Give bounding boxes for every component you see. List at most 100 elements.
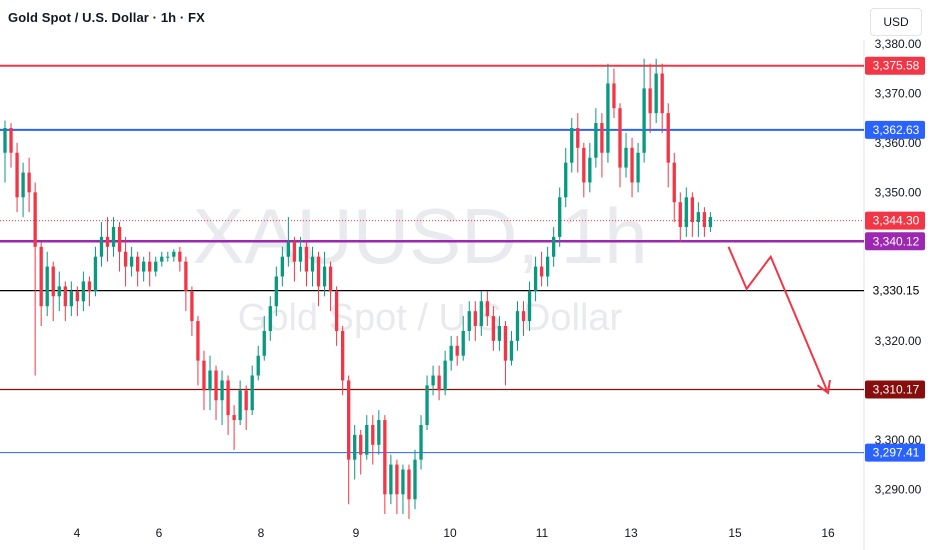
candle-body [485, 301, 490, 317]
level-price-label[interactable] [864, 281, 926, 301]
price-tick-label: 3,300.00 [875, 433, 922, 447]
candle-body [262, 330, 266, 356]
time-axis[interactable]: 4 6 8 9 10 11 13 15 16 [74, 526, 835, 540]
candle-body [9, 128, 13, 153]
level-price-label[interactable] [865, 443, 925, 462]
candle-body [672, 162, 676, 203]
time-tick-label: 13 [624, 526, 638, 540]
candle-body [208, 370, 212, 391]
candle-body [274, 276, 278, 307]
candle-body [497, 326, 502, 341]
candle-body [588, 157, 592, 183]
level-price-label[interactable] [865, 380, 925, 399]
candle-body [467, 311, 471, 331]
candles [3, 58, 713, 520]
candle-body [527, 291, 532, 322]
candle-body [21, 172, 25, 198]
candle-body [334, 291, 339, 331]
candle-body [117, 227, 122, 252]
current-price-text: 3,344.30 [873, 214, 920, 228]
candle-body [618, 108, 622, 168]
candle-body [142, 261, 146, 272]
candle-body [57, 286, 61, 297]
candle-body [160, 256, 164, 262]
current-price-label[interactable] [865, 211, 925, 230]
candle-body [69, 291, 73, 307]
candle-body [3, 128, 7, 153]
candle-body [407, 469, 411, 500]
candle-body [154, 261, 158, 272]
watermark: XAUUSD, 1h Gold Spot / U.S. Dollar [192, 192, 647, 339]
candle-body [15, 152, 19, 198]
candle-body [576, 128, 580, 148]
candle-body [690, 197, 694, 223]
candle-body [515, 311, 520, 341]
candle-body [292, 241, 297, 262]
candle-body [648, 88, 652, 114]
candle-body [419, 425, 423, 460]
projection-path [727, 246, 829, 394]
candle-body [190, 291, 194, 322]
candle-body [564, 162, 568, 198]
candle-body [630, 147, 634, 183]
candle-body [232, 415, 236, 421]
level-price-text: 3,362.63 [873, 123, 920, 137]
candle-body [178, 251, 182, 262]
candle-body [395, 464, 399, 495]
candle-body [39, 246, 43, 307]
candle-body [196, 321, 200, 361]
chart-grid [0, 40, 865, 550]
candle-body [437, 375, 441, 391]
price-tick-label: 3,350.00 [875, 185, 922, 199]
candle-body [461, 330, 465, 356]
level-price-text: 3,375.58 [873, 59, 920, 73]
candle-body [33, 192, 37, 247]
price-axis[interactable]: 3,290.003,300.003,310.003,320.003,330.00… [864, 37, 926, 497]
level-price-text: 3,297.41 [873, 446, 920, 460]
candle-body [81, 281, 86, 302]
level-price-label[interactable] [865, 120, 925, 139]
currency-button[interactable]: USD [870, 8, 922, 36]
candle-body [353, 434, 357, 460]
candle-body [660, 73, 664, 114]
candle-body [87, 281, 92, 292]
candle-body [413, 459, 417, 500]
price-tick-label: 3,380.00 [875, 37, 922, 51]
candle-body [286, 241, 291, 257]
watermark-name: Gold Spot / U.S. Dollar [238, 297, 623, 339]
candle-body [166, 256, 170, 258]
candle-body [184, 261, 188, 292]
price-tick-label: 3,320.00 [875, 334, 922, 348]
candle-body [594, 123, 598, 158]
candle-body [666, 113, 670, 163]
candle-body [606, 83, 610, 153]
candle-body [696, 212, 701, 223]
candle-body [202, 360, 206, 391]
time-tick-label: 9 [353, 526, 360, 540]
candle-body [636, 152, 640, 183]
time-tick-label: 6 [156, 526, 163, 540]
candle-body [371, 425, 375, 445]
candle-body [552, 236, 556, 257]
horizontal-levels[interactable] [0, 64, 864, 454]
price-tick-label: 3,290.00 [875, 482, 922, 496]
candle-body [702, 212, 707, 227]
candle-body [533, 266, 538, 292]
candle-body [443, 360, 447, 391]
candle-body [280, 256, 285, 277]
candle-body [425, 385, 429, 425]
price-tick-label: 3,370.00 [875, 86, 922, 100]
level-price-label[interactable] [865, 232, 925, 251]
candle-body [654, 73, 658, 114]
candle-body [244, 390, 248, 411]
level-price-label[interactable] [865, 56, 925, 75]
candle-body [491, 316, 496, 341]
candle-body [347, 380, 351, 460]
time-tick-label: 8 [258, 526, 265, 540]
candle-body [250, 375, 254, 411]
candle-body [558, 197, 562, 237]
candle-body [455, 345, 459, 356]
candle-body [377, 420, 381, 445]
level-price-text: 3,340.12 [873, 234, 920, 248]
